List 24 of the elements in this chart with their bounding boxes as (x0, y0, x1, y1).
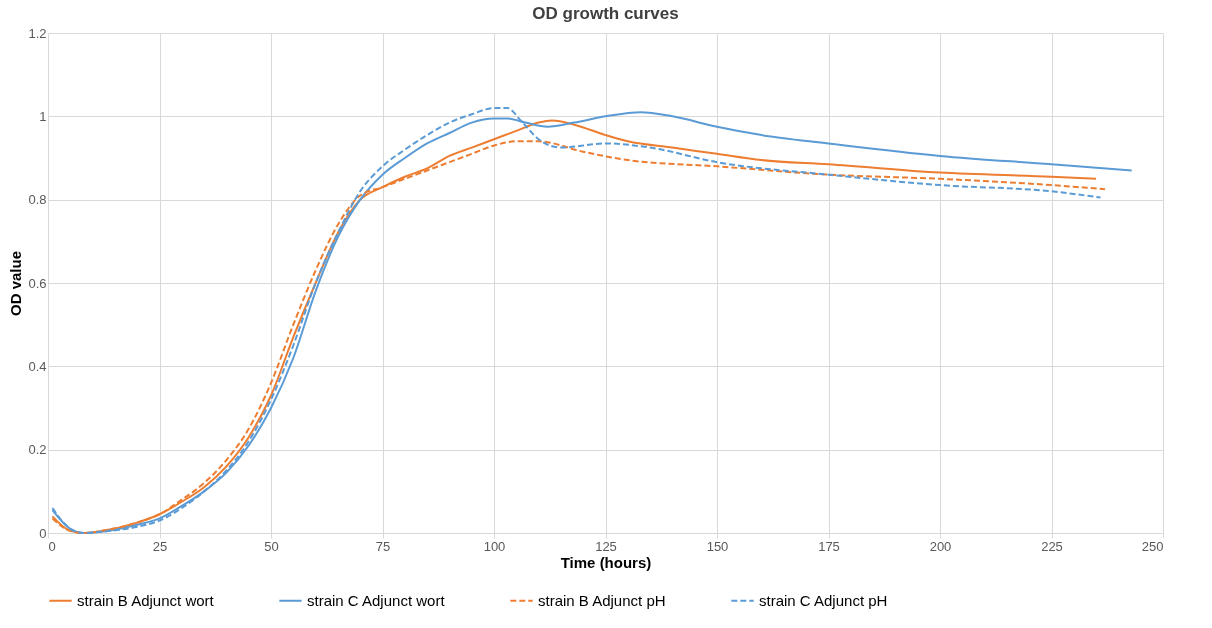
y-tick-label: 1 (39, 108, 47, 124)
x-tick-label: 100 (483, 538, 506, 554)
x-tick-label: 200 (929, 538, 952, 554)
y-tick-label: 0 (39, 525, 47, 541)
x-tick-label: 50 (264, 538, 279, 554)
chart-title: OD growth curves (532, 4, 679, 23)
x-tick-label: 175 (818, 538, 840, 554)
legend-label: strain C Adjunct wort (307, 591, 446, 609)
x-tick-label: 150 (706, 538, 729, 554)
legend-label: strain C Adjunct pH (759, 591, 888, 609)
y-tick-label: 0.8 (28, 192, 47, 208)
y-tick-label: 0.4 (28, 358, 47, 374)
y-tick-label: 1.2 (28, 25, 47, 41)
y-tick-label: 0.2 (28, 442, 47, 458)
x-axis-title: Time (hours) (560, 553, 652, 571)
x-tick-label: 25 (152, 538, 168, 554)
x-tick-label: 225 (1041, 538, 1063, 554)
y-axis-title: OD value (7, 250, 25, 317)
x-tick-label: 250 (1141, 538, 1164, 554)
y-tick-label: 0.6 (28, 275, 47, 291)
legend-label: strain B Adjunct pH (538, 591, 666, 609)
legend-label: strain B Adjunct wort (77, 591, 215, 609)
x-tick-label: 75 (375, 538, 391, 554)
x-tick-label: 125 (595, 538, 617, 554)
